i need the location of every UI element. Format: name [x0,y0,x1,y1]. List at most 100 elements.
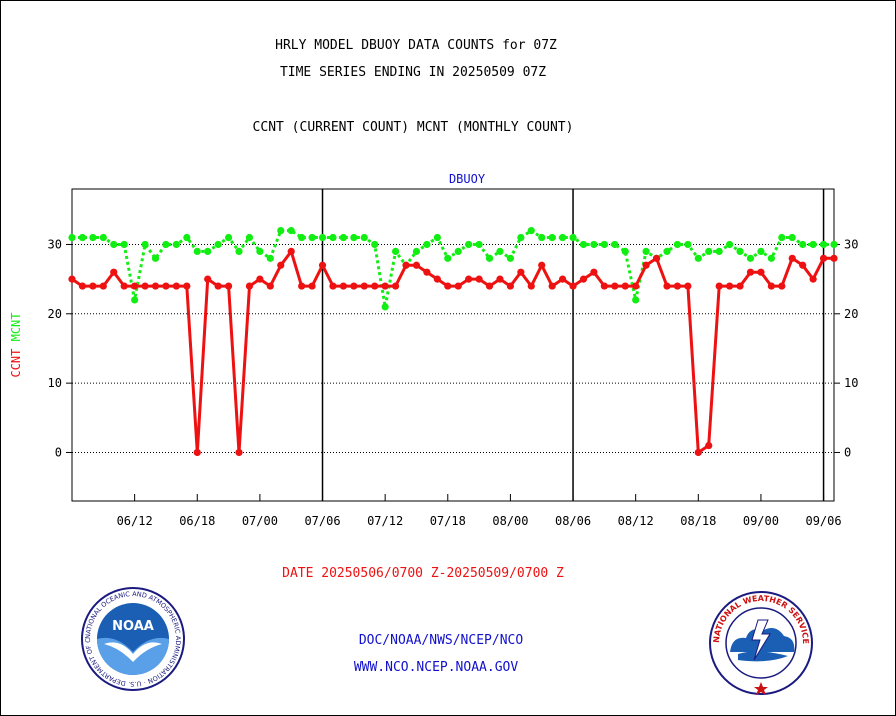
y-tick-label-left: 30 [48,237,62,251]
mcnt-point [454,247,462,255]
mcnt-point [475,240,483,249]
mcnt-point [767,254,775,262]
ccnt-point [193,448,201,457]
x-tick-label: 07/00 [242,514,278,528]
mcnt-point [485,254,494,262]
ccnt-point [621,282,629,290]
chart-subtitle: DBUOY [449,172,486,186]
y-tick-label-right: 20 [844,307,858,321]
mcnt-point [110,240,118,249]
ccnt-point [663,282,671,290]
mcnt-point [506,254,515,262]
ccnt-point [402,261,410,269]
mcnt-point [444,254,452,262]
mcnt-point [329,233,337,242]
ccnt-point [517,268,525,276]
ccnt-point [569,282,577,290]
y-axis-label-ccnt: CCNT [9,341,23,377]
nws-logo: NATIONAL WEATHER SERVICE [709,591,813,695]
ccnt-point [757,268,765,276]
ccnt-point [726,282,734,290]
mcnt-point [371,240,379,249]
ccnt-point [131,282,139,290]
mcnt-point [287,227,295,235]
ccnt-point [256,275,264,283]
ccnt-point [548,282,556,290]
org-path-label: DOC/NOAA/NWS/NCEP/NCO [358,633,524,648]
mcnt-point [423,240,431,249]
x-tick-label: 09/00 [743,514,779,528]
x-tick-label: 06/18 [179,514,215,528]
mcnt-point [381,303,389,311]
ccnt-point [162,282,170,290]
ccnt-point [360,282,368,290]
mcnt-point [308,233,316,242]
ccnt-point [350,282,358,290]
ccnt-point [224,282,233,290]
mcnt-point [193,247,201,255]
mcnt-point [600,240,608,249]
x-tick-label: 07/18 [430,514,466,528]
mcnt-point [715,247,723,255]
mcnt-point [830,240,838,249]
ccnt-point [339,282,347,290]
ccnt-point [527,282,535,290]
ccnt-point [308,282,316,290]
ccnt-point [590,268,598,276]
ccnt-point [329,282,337,290]
y-tick-label-left: 20 [48,307,62,321]
mcnt-point [778,233,786,242]
ccnt-point [412,261,421,269]
ccnt-point [371,282,379,290]
ccnt-point [819,254,828,262]
mcnt-point [433,233,441,242]
mcnt-point [579,240,588,249]
ccnt-point [705,441,713,450]
chart-title-line1: HRLY MODEL DBUOY DATA COUNTS for 07Z [275,38,557,53]
mcnt-point [746,254,755,262]
mcnt-point [256,247,264,255]
y-tick-label-right: 10 [844,376,858,390]
ccnt-point [600,282,608,290]
mcnt-point [99,233,107,242]
ccnt-point [454,282,462,290]
mcnt-point [412,247,421,255]
svg-text:NOAA: NOAA [112,619,154,634]
ccnt-point [715,282,723,290]
mcnt-point [788,233,796,242]
ccnt-point [652,254,661,262]
ccnt-point [611,282,619,290]
ccnt-series-line [71,249,834,454]
mcnt-point [214,240,222,249]
ccnt-point [632,282,640,290]
y-axis-label-mcnt: MCNT [9,312,23,341]
ccnt-point [746,268,755,276]
y-tick-label-right: 0 [844,445,851,459]
ccnt-point [485,282,494,290]
date-range-label: DATE 20250506/0700 Z-20250509/0700 Z [282,566,564,581]
website-label: WWW.NCO.NCEP.NOAA.GOV [353,660,519,675]
y-tick-label-left: 10 [48,376,62,390]
chart-title-line3: CCNT (CURRENT COUNT) MCNT (MONTHLY COUNT… [252,120,574,135]
ccnt-point [465,275,473,283]
ccnt-point [830,254,838,262]
ccnt-point [799,261,807,269]
plot-area-border [71,188,835,502]
ccnt-point [245,282,254,290]
ccnt-point [214,282,222,290]
mcnt-point [819,240,828,249]
ccnt-point [538,261,546,269]
mcnt-point [245,233,254,242]
mcnt-point [684,240,692,249]
mcnt-point [548,233,556,242]
mcnt-point [496,247,504,255]
mcnt-point [632,296,640,304]
ccnt-point [736,282,744,290]
ccnt-point [767,282,775,290]
mcnt-point [298,233,306,242]
mcnt-point [517,233,525,242]
mcnt-point [809,240,817,249]
ccnt-point [506,282,515,290]
ccnt-point [151,282,160,290]
